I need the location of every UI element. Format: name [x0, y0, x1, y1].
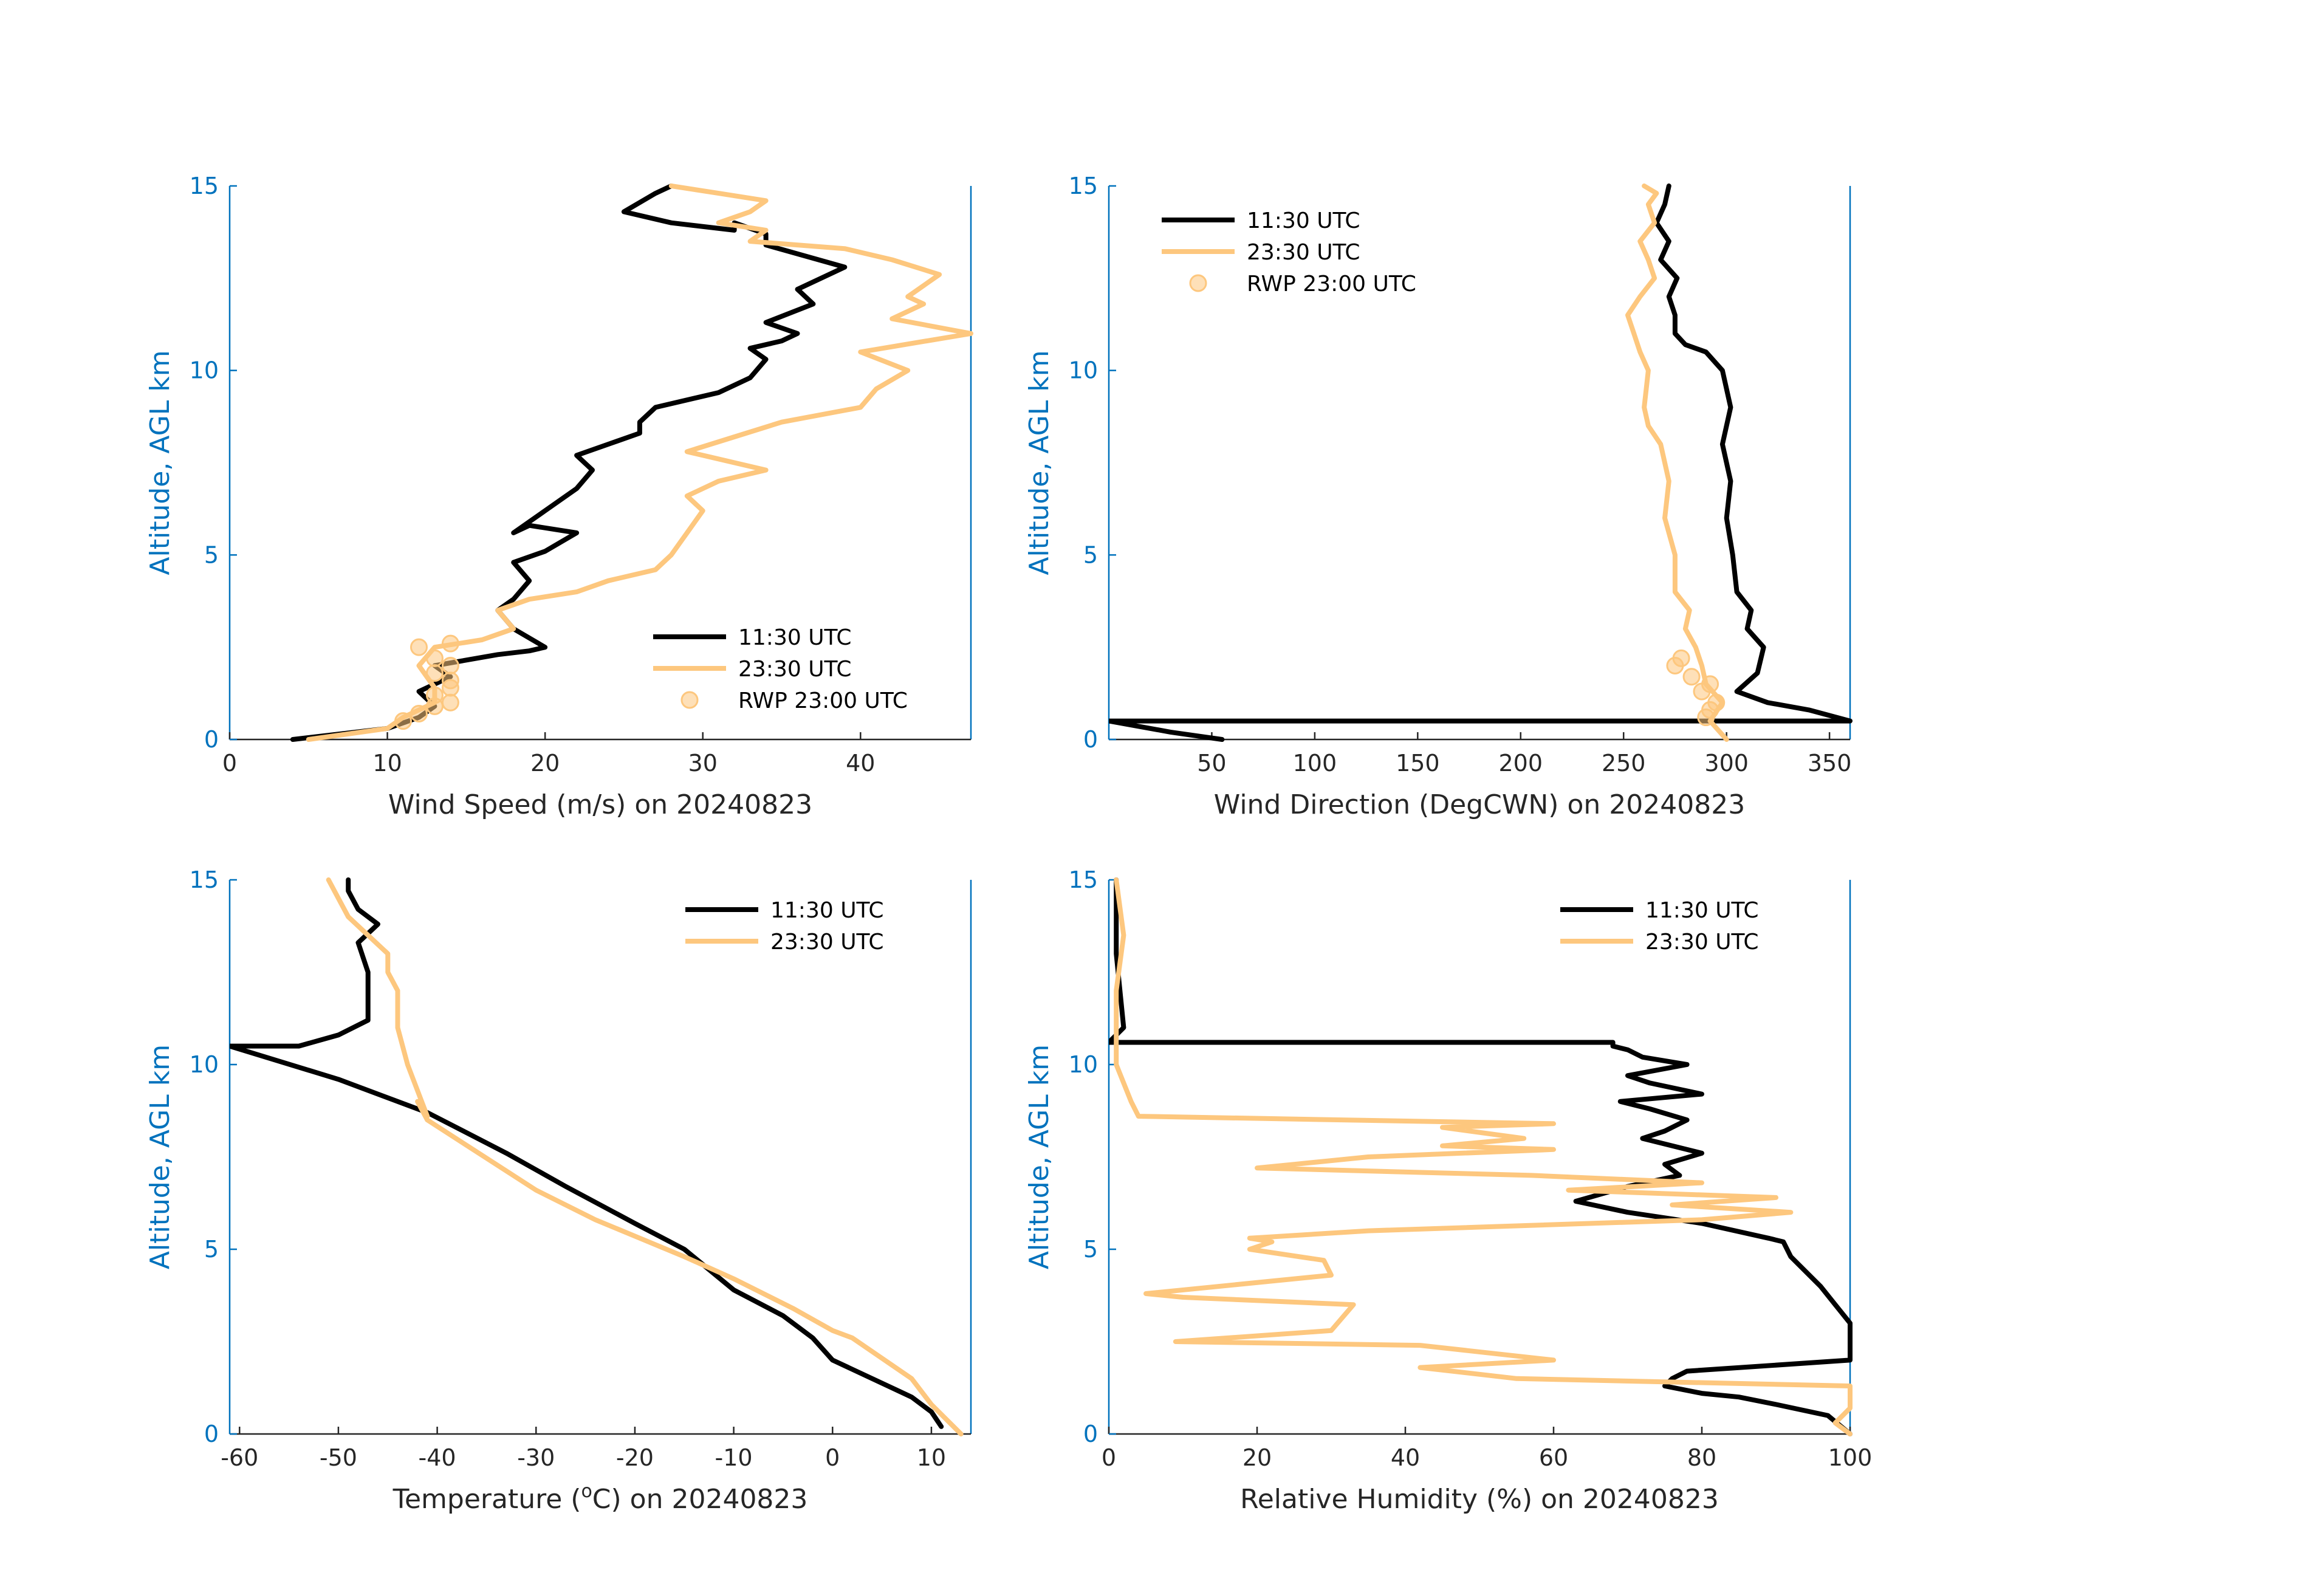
legend-marker-rwp: [1189, 274, 1207, 292]
x-tick-label: 0: [825, 1444, 840, 1471]
x-tick-label: 50: [1197, 750, 1226, 777]
rwp-point: [425, 686, 444, 704]
x-tick-label: 40: [1391, 1444, 1420, 1471]
y-tick-label: 0: [204, 1421, 219, 1447]
rwp-markers: [394, 634, 459, 730]
y-tick-label: 0: [1083, 1421, 1098, 1447]
y-tick-label: 15: [1069, 173, 1098, 199]
legend-label-11-30-utc: 11:30 UTC: [770, 898, 884, 923]
y-tick-label: 15: [190, 173, 219, 199]
x-axis-label-rest: C) on 20240823: [592, 1484, 808, 1515]
series-line-23-30-utc: [1114, 877, 1853, 1436]
y-tick-label: 15: [1069, 866, 1098, 893]
rwp-point: [1701, 675, 1719, 693]
x-tick-label: 60: [1539, 1444, 1568, 1471]
x-tick-label: 250: [1602, 750, 1646, 777]
rwp-point: [441, 671, 459, 690]
x-axis-label: Wind Direction (DegCWN) on 20240823: [1214, 789, 1745, 820]
series-line-11-30-utc: [290, 184, 848, 742]
y-tick-label: 5: [1083, 1236, 1098, 1263]
x-tick-label: 100: [1828, 1444, 1873, 1471]
x-tick-label: 20: [530, 750, 560, 777]
y-tick-label: 5: [1083, 541, 1098, 568]
rwp-point: [425, 649, 444, 667]
x-tick-label: 100: [1293, 750, 1337, 777]
x-tick-label: 200: [1499, 750, 1543, 777]
x-tick-label: 300: [1704, 750, 1749, 777]
wind-direction-panel: 50 100 150 200 250 300 350 0 5 10 15 Wind Direction…: [1024, 173, 1853, 820]
legend: 11:30 UTC 23:30 UTC RWP 23:00 UTC: [653, 625, 908, 713]
legend-label-rwp-23-00-utc: RWP 23:00 UTC: [738, 688, 908, 713]
rwp-point: [441, 634, 459, 653]
series-line-11-30-utc: [230, 877, 944, 1429]
series-line-11-30-utc: [1109, 877, 1853, 1436]
y-tick-label: 5: [204, 1236, 219, 1263]
y-tick-label: 10: [1069, 1051, 1098, 1078]
x-tick-label: 350: [1808, 750, 1852, 777]
legend: 11:30 UTC 23:30 UTC: [685, 898, 884, 955]
y-tick-label: 0: [1083, 726, 1098, 753]
x-tick-label: -40: [419, 1444, 456, 1471]
temperature-panel: -60 -50 -40 -30 -20 -10 0 10 0 5 10 15 Temperature (…: [145, 866, 972, 1515]
legend-label-11-30-utc: 11:30 UTC: [1247, 208, 1360, 233]
legend-label-11-30-utc: 11:30 UTC: [1645, 898, 1759, 923]
series-line-23-30-utc: [326, 877, 964, 1436]
x-tick-label: 20: [1243, 1444, 1272, 1471]
x-axis-label: Relative Humidity (%) on 20240823: [1240, 1484, 1719, 1515]
x-tick-label: 0: [1102, 1444, 1116, 1471]
rwp-point: [441, 693, 459, 712]
y-tick-label: 10: [190, 1051, 219, 1078]
legend-label-rwp-23-00-utc: RWP 23:00 UTC: [1247, 272, 1416, 297]
legend-label-23-30-utc: 23:30 UTC: [1645, 930, 1759, 955]
x-axis-label: Temperature (oC) on 20240823: [392, 1481, 808, 1515]
x-tick-label: -20: [616, 1444, 654, 1471]
x-tick-label: 10: [372, 750, 402, 777]
x-tick-label: -10: [715, 1444, 753, 1471]
y-axis-label: Altitude, AGL km: [1024, 1044, 1055, 1269]
y-tick-label: 15: [190, 866, 219, 893]
x-tick-label: 40: [846, 750, 875, 777]
y-tick-label: 10: [190, 357, 219, 384]
relative-humidity-panel: 0 20 40 60 80 100 0 5 10 15 Relative Humidity (%) …: [1024, 866, 1872, 1515]
legend-marker-rwp: [680, 691, 699, 709]
y-tick-label: 5: [204, 541, 219, 568]
legend: 11:30 UTC 23:30 UTC: [1560, 898, 1759, 955]
x-tick-label: -60: [221, 1444, 258, 1471]
rwp-point: [1672, 649, 1690, 667]
x-axis-label-main: Temperature (: [392, 1484, 581, 1515]
y-axis-label: Altitude, AGL km: [145, 350, 176, 575]
rwp-point: [410, 638, 428, 656]
legend-label-23-30-utc: 23:30 UTC: [738, 657, 852, 682]
wind-speed-panel: 0 10 20 30 40 0 5 10 15 Wind Speed (m/s) on 20240…: [145, 173, 973, 820]
y-axis-label: Altitude, AGL km: [145, 1044, 176, 1269]
x-tick-label: -50: [320, 1444, 357, 1471]
y-axis-label: Altitude, AGL km: [1024, 350, 1055, 575]
series-line-23-30-utc: [1625, 184, 1729, 742]
x-tick-label: 150: [1396, 750, 1440, 777]
y-tick-label: 0: [204, 726, 219, 753]
y-tick-label: 10: [1069, 357, 1098, 384]
legend: 11:30 UTC 23:30 UTC RWP 23:00 UTC: [1162, 208, 1416, 297]
x-tick-label: 10: [917, 1444, 946, 1471]
rwp-point: [1707, 693, 1726, 712]
x-tick-label: -30: [517, 1444, 555, 1471]
rwp-point: [394, 712, 413, 730]
legend-label-23-30-utc: 23:30 UTC: [770, 930, 884, 955]
x-axis-label-sup: o: [581, 1481, 592, 1502]
x-tick-label: 0: [222, 750, 237, 777]
rwp-point: [1682, 668, 1701, 686]
rwp-point: [410, 704, 428, 722]
rwp-markers: [1666, 649, 1726, 727]
x-tick-label: 80: [1687, 1444, 1716, 1471]
x-tick-label: 30: [688, 750, 718, 777]
rwp-point: [441, 657, 459, 675]
series-line-11-30-utc: [1109, 184, 1853, 742]
rwp-point: [425, 664, 444, 682]
legend-label-23-30-utc: 23:30 UTC: [1247, 240, 1360, 265]
x-axis-label: Wind Speed (m/s) on 20240823: [388, 789, 812, 820]
legend-label-11-30-utc: 11:30 UTC: [738, 625, 852, 650]
series-line-23-30-utc: [306, 184, 973, 742]
